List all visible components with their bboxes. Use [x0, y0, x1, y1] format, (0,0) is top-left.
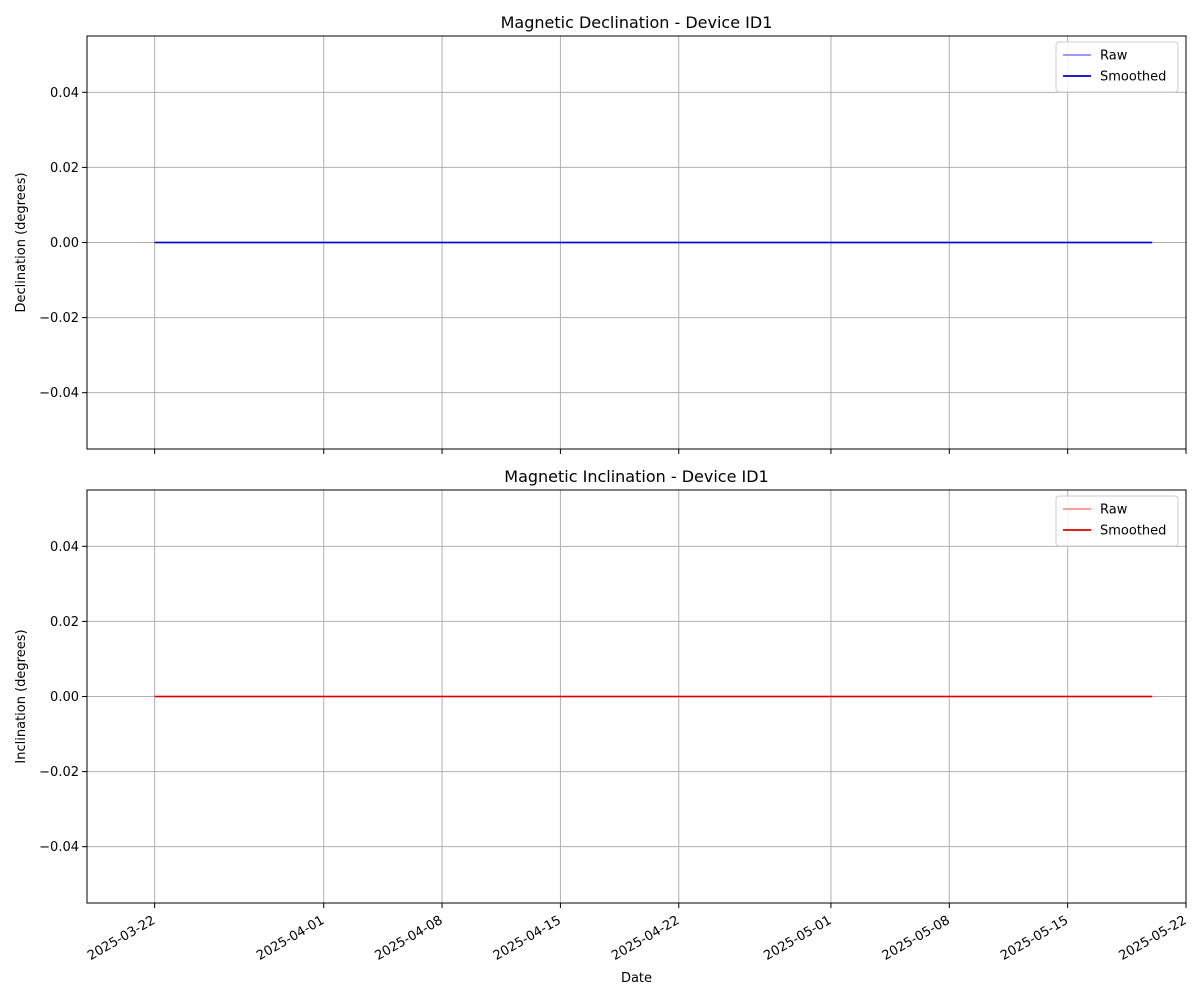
y-tick-label: −0.02: [39, 765, 79, 780]
y-tick-label: −0.02: [39, 311, 79, 326]
y-tick-label: 0.04: [50, 86, 79, 101]
legend: Raw Smoothed: [1055, 41, 1179, 93]
x-axis-label: Date: [621, 971, 652, 986]
plot-2: 2025-03-22 2025-04-01 2025-04-08 2025-04-15…: [14, 467, 1189, 986]
x-tick-label: 2025-05-01: [761, 913, 834, 964]
y-tick-label: 0.02: [50, 161, 79, 176]
x-tick-label: 2025-04-08: [373, 913, 446, 964]
y-tick-label: 0.02: [50, 615, 79, 630]
y-axis-label: Declination (degrees): [14, 172, 29, 312]
y-tick-label: 0.00: [50, 690, 79, 705]
y-tick-label: 0.00: [50, 236, 79, 251]
legend-entry-smoothed: Smoothed: [1100, 524, 1166, 539]
chart-title: Magnetic Inclination - Device ID1: [504, 467, 768, 486]
plot-1: 0.04 0.02 0.00 −0.02 −0.04 Magnetic Declinati…: [14, 13, 1187, 454]
x-tick-label: 2025-04-01: [254, 913, 327, 964]
x-tick-label: 2025-05-22: [1116, 913, 1189, 964]
chart-title: Magnetic Declination - Device ID1: [501, 13, 773, 32]
y-axis-label: Inclination (degrees): [14, 629, 29, 763]
legend-entry-raw: Raw: [1100, 503, 1128, 518]
legend: Raw Smoothed: [1055, 495, 1179, 547]
x-tick-label: 2025-04-15: [491, 913, 564, 964]
y-tick-label: −0.04: [39, 840, 79, 855]
x-tick-label: 2025-04-22: [609, 913, 682, 964]
x-tick-label: 2025-03-22: [85, 913, 158, 964]
y-tick-label: 0.04: [50, 540, 79, 555]
legend-entry-raw: Raw: [1100, 49, 1128, 64]
x-tick-label: 2025-05-15: [998, 913, 1071, 964]
legend-entry-smoothed: Smoothed: [1100, 70, 1166, 85]
y-tick-label: −0.04: [39, 386, 79, 401]
x-tick-label: 2025-05-08: [880, 913, 953, 964]
